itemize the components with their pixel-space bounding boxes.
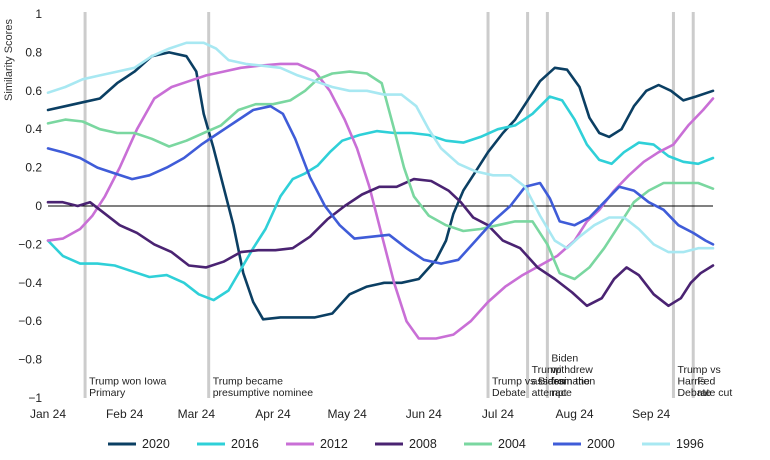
y-tick-label: −0.4: [18, 276, 42, 290]
legend-label: 2000: [587, 437, 615, 451]
event-label-line: Trump vs: [677, 364, 720, 376]
event-label-line: Biden: [551, 353, 578, 365]
event-label-line: Debate: [492, 387, 526, 399]
event-label-line: Harris: [677, 376, 705, 388]
legend-label: 2016: [231, 437, 259, 451]
y-tick-label: −0.6: [18, 314, 42, 328]
event-label-line: attempt: [532, 387, 567, 399]
event-label-line: race: [551, 387, 572, 399]
y-axis-title: Similarity Scores: [3, 19, 15, 101]
series-line-2000: [46, 104, 715, 265]
event-label-line: Trump vs Biden: [492, 376, 565, 388]
event-label-line: Trump won Iowa: [89, 376, 166, 388]
event-label: Biden withdrew from the race: [550, 353, 593, 400]
series-line-2012: [46, 62, 715, 340]
event-label-line: Trump: [532, 364, 562, 376]
legend-label: 2008: [409, 437, 437, 451]
event-label-line: Fed: [697, 376, 715, 388]
event-label-line: from the: [551, 376, 590, 388]
event-label-line: assassination: [532, 376, 596, 388]
event-markers: [83, 12, 695, 398]
y-tick-label: −0.2: [18, 237, 42, 251]
event-label: Fed rate cut: [697, 376, 732, 400]
legend: 2020 2016 2012 2008 2004 2000 1996: [108, 437, 704, 451]
event-label-line: rate cut: [697, 387, 732, 399]
x-tick-label: Apr 24: [255, 407, 291, 421]
legend-label: 1996: [676, 437, 704, 451]
series-line-2004: [46, 70, 715, 281]
x-tick-label: Jan 24: [30, 407, 66, 421]
event-labels: Trump won Iowa Primary Trump became presump…: [89, 353, 732, 400]
x-tick-label: May 24: [327, 407, 367, 421]
x-tick-label: Jun 24: [406, 407, 442, 421]
y-tick-label: 0.2: [25, 161, 42, 175]
series-line-1996: [46, 41, 715, 254]
x-tick-label: Feb 24: [106, 407, 144, 421]
legend-label: 2020: [142, 437, 170, 451]
event-label: Trump vs Biden Debate: [492, 376, 565, 400]
series-line-2020: [46, 51, 715, 321]
x-tick-label: Jul 24: [482, 407, 514, 421]
y-tick-label: 0.8: [25, 45, 42, 59]
y-tick-label: 0.4: [25, 122, 42, 136]
event-label: Trump vs Harris Debate: [677, 364, 720, 399]
event-label: Trump won Iowa Primary: [89, 376, 166, 400]
axes: 1 0.8 0.6 0.4 0.2 0 −0.2 −0.4 −0.6 −0.8 −1 Jan 24 Fe…: [18, 7, 713, 421]
event-label-line: Trump became: [213, 376, 283, 388]
series-lines: [46, 41, 715, 340]
event-label: Trump assassination attempt: [532, 364, 596, 399]
event-label-line: withdrew: [550, 364, 593, 376]
x-tick-label: Aug 24: [556, 407, 594, 421]
event-label-line: presumptive nominee: [213, 387, 314, 399]
event-label-line: Primary: [89, 387, 126, 399]
x-tick-label: Mar 24: [178, 407, 216, 421]
x-tick-label: Sep 24: [632, 407, 670, 421]
series-line-2008: [46, 177, 715, 308]
series-line-2016: [46, 95, 715, 302]
y-tick-label: −1: [28, 391, 42, 405]
event-label: Trump became presumptive nominee: [213, 376, 314, 400]
legend-label: 2012: [320, 437, 348, 451]
y-tick-label: 1: [35, 7, 42, 21]
y-tick-label: 0.6: [25, 84, 42, 98]
y-tick-label: −0.8: [18, 353, 42, 367]
y-tick-label: 0: [35, 199, 42, 213]
legend-label: 2004: [498, 437, 526, 451]
event-label-line: Debate: [677, 387, 711, 399]
